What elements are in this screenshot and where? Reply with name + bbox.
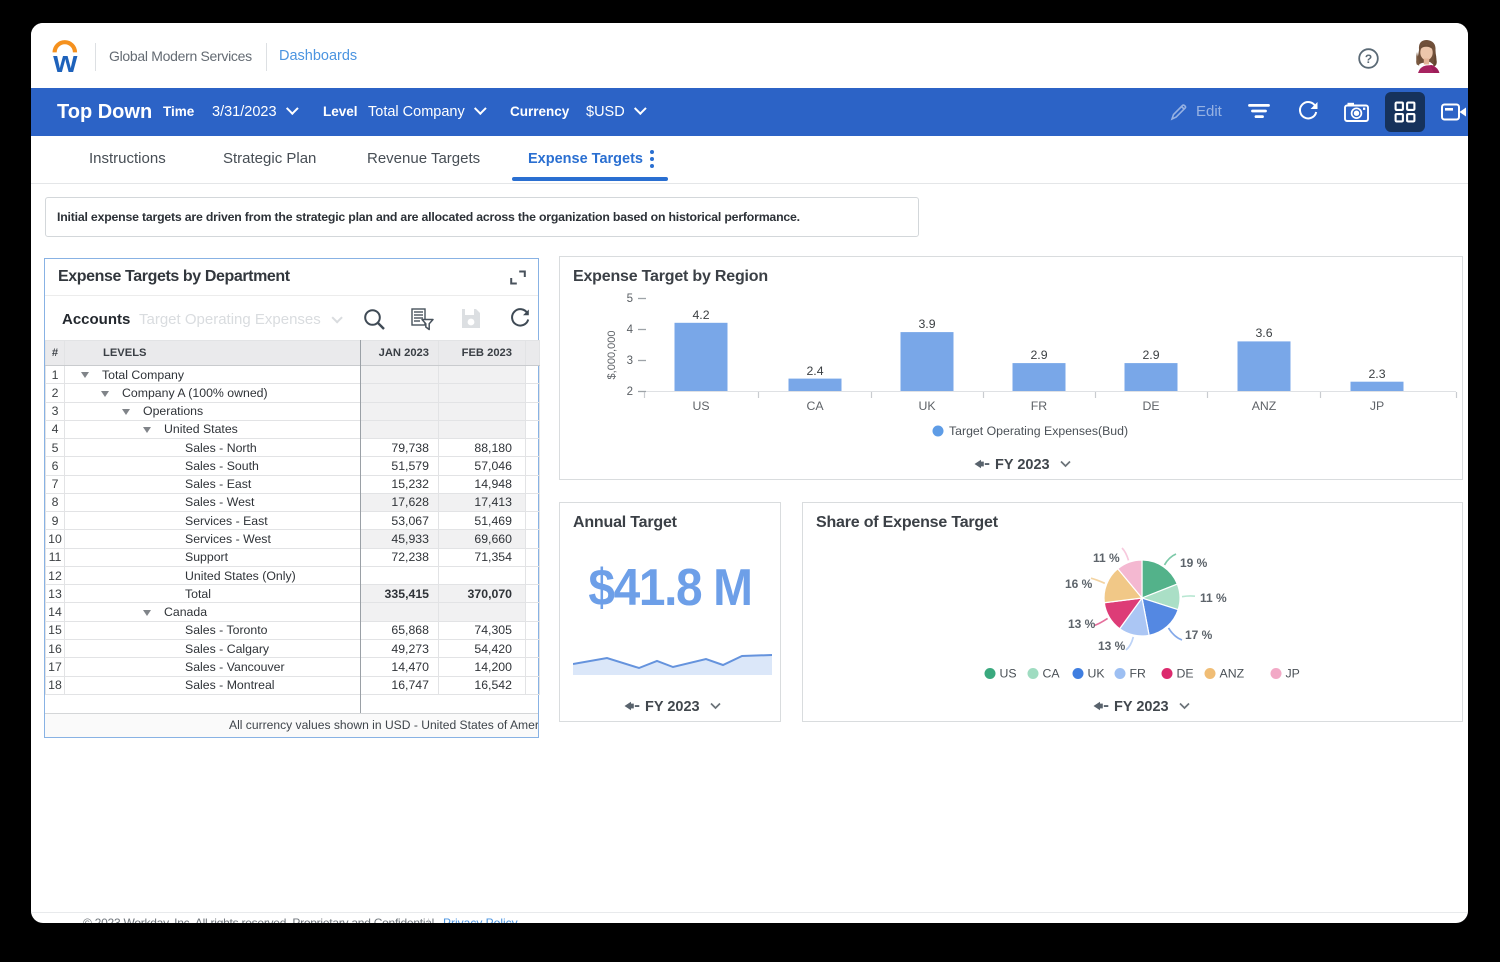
svg-text:3: 3 bbox=[627, 355, 633, 367]
svg-text:w: w bbox=[52, 44, 78, 73]
svg-text:DE: DE bbox=[1142, 399, 1159, 413]
svg-text:UK: UK bbox=[918, 399, 936, 413]
svg-text:3.6: 3.6 bbox=[1255, 326, 1272, 340]
svg-text:DE: DE bbox=[1177, 667, 1194, 681]
svg-text:$,000,000: $,000,000 bbox=[606, 331, 618, 380]
svg-text:UK: UK bbox=[1088, 667, 1106, 681]
svg-text:3.9: 3.9 bbox=[918, 317, 935, 331]
svg-text:US: US bbox=[1000, 667, 1017, 681]
svg-text:ANZ: ANZ bbox=[1252, 399, 1277, 413]
svg-text:JP: JP bbox=[1370, 399, 1384, 413]
svg-text:2.9: 2.9 bbox=[1030, 348, 1047, 362]
svg-text:2.3: 2.3 bbox=[1368, 367, 1385, 381]
svg-text:2.9: 2.9 bbox=[1142, 348, 1159, 362]
svg-text:2: 2 bbox=[627, 386, 633, 398]
svg-text:FR: FR bbox=[1031, 399, 1048, 413]
svg-text:4: 4 bbox=[627, 324, 634, 336]
svg-text:CA: CA bbox=[1043, 667, 1061, 681]
svg-text:Target Operating Expenses(Bud): Target Operating Expenses(Bud) bbox=[949, 424, 1128, 438]
svg-text:2.4: 2.4 bbox=[806, 364, 823, 378]
svg-text:US: US bbox=[692, 399, 709, 413]
svg-text:ANZ: ANZ bbox=[1220, 667, 1245, 681]
svg-text:5: 5 bbox=[627, 293, 633, 305]
svg-text:?: ? bbox=[1365, 52, 1372, 66]
svg-text:FR: FR bbox=[1130, 667, 1147, 681]
svg-text:4.2: 4.2 bbox=[692, 308, 709, 322]
svg-text:JP: JP bbox=[1286, 667, 1300, 681]
svg-text:CA: CA bbox=[806, 399, 824, 413]
